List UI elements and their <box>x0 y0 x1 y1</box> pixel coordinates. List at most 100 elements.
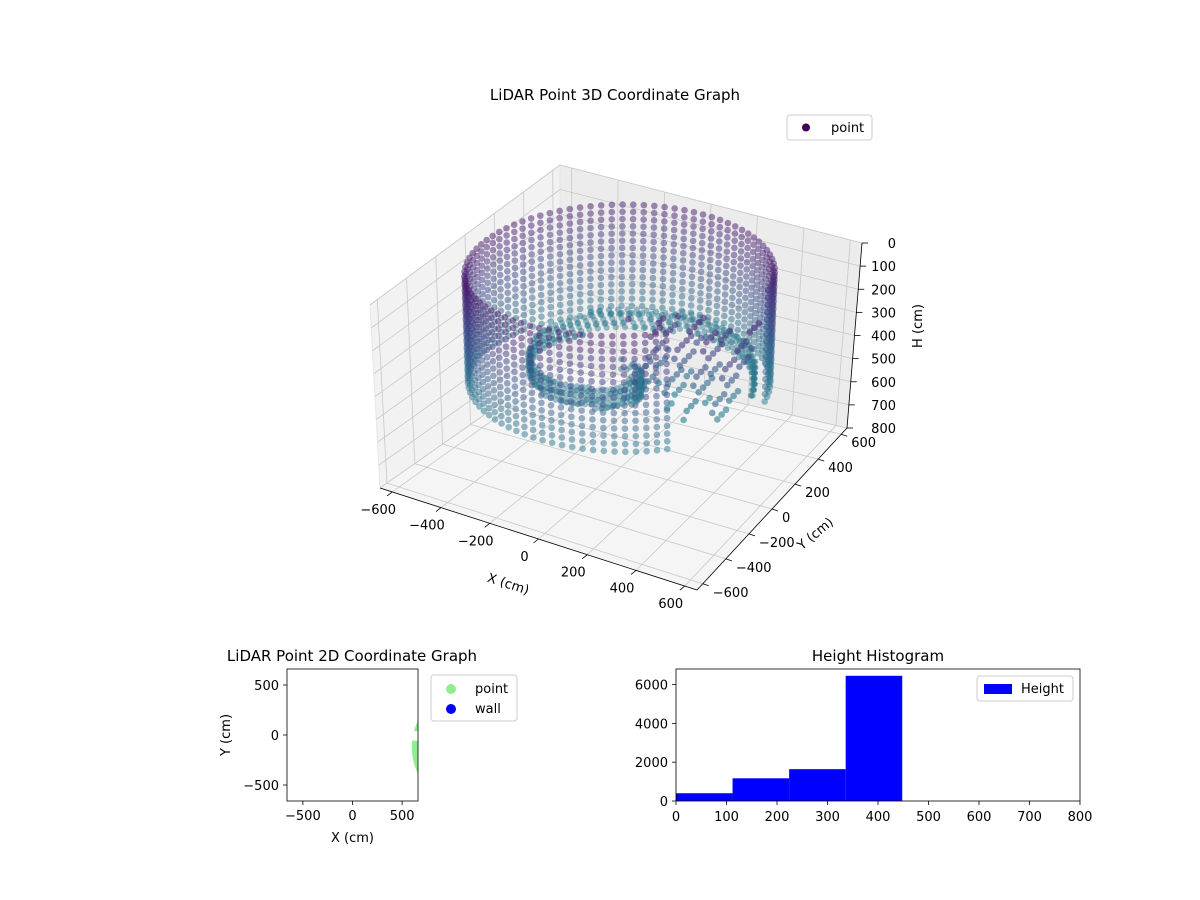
data-point <box>587 339 594 347</box>
data-point <box>483 243 491 251</box>
data-point <box>653 431 661 439</box>
data-point <box>479 371 486 379</box>
data-point <box>695 389 702 396</box>
data-point <box>576 240 584 248</box>
data-point <box>503 357 510 365</box>
data-point <box>747 312 754 320</box>
data-point <box>537 291 545 299</box>
data-point <box>509 324 517 332</box>
data-point <box>495 347 503 354</box>
data-point <box>746 329 754 336</box>
data-point <box>649 320 656 328</box>
data-point <box>660 225 668 232</box>
data-point <box>557 316 564 323</box>
data-point <box>520 282 527 290</box>
data-point <box>528 272 536 280</box>
data-point <box>659 315 667 322</box>
data-point <box>727 339 734 346</box>
y-tick-label: 600 <box>851 436 876 451</box>
data-point <box>708 409 716 417</box>
data-point <box>748 277 756 284</box>
data-point <box>736 283 743 291</box>
data-point <box>490 275 497 283</box>
data-point <box>609 315 616 322</box>
data-point <box>495 228 503 236</box>
data-point <box>678 285 686 293</box>
data-point <box>618 288 625 295</box>
data-point <box>694 330 701 338</box>
data-point <box>744 244 751 252</box>
data-point <box>513 427 520 435</box>
data-point <box>610 386 617 394</box>
data-point <box>547 310 554 318</box>
data-point <box>608 201 616 209</box>
data-point <box>527 222 535 229</box>
data-point <box>752 295 760 303</box>
data-point <box>641 324 649 331</box>
data-point <box>690 216 698 223</box>
data-point <box>706 263 714 271</box>
data-point <box>518 327 525 334</box>
data-point <box>669 291 676 299</box>
data-point <box>707 370 715 378</box>
data-point <box>587 332 594 339</box>
data-point <box>660 239 668 247</box>
data-point <box>482 325 490 332</box>
data-point <box>669 375 676 383</box>
data-point <box>632 396 640 404</box>
data-point <box>657 359 664 367</box>
data-point <box>650 217 658 224</box>
data-point <box>708 220 715 228</box>
data-point <box>489 261 497 268</box>
y-tick-label: 500 <box>254 679 279 694</box>
z-tick-label: 400 <box>871 330 896 345</box>
data-point <box>689 244 697 252</box>
data-point <box>577 361 584 369</box>
data-point <box>749 248 757 256</box>
data-point <box>755 238 763 245</box>
data-point <box>651 202 658 210</box>
data-point <box>629 208 637 216</box>
data-point <box>749 262 756 270</box>
data-point <box>748 369 755 376</box>
data-point <box>659 268 667 276</box>
data-point <box>510 346 518 354</box>
data-point <box>697 268 705 276</box>
data-point <box>687 402 695 410</box>
data-point <box>607 288 615 295</box>
data-point <box>496 383 504 391</box>
data-point <box>480 407 488 415</box>
data-point <box>744 237 752 245</box>
data-point <box>548 439 556 447</box>
data-point <box>587 202 594 210</box>
data-point <box>511 376 519 383</box>
data-point <box>600 447 608 455</box>
data-point <box>547 409 555 417</box>
data-point <box>608 259 615 267</box>
data-point <box>618 244 626 252</box>
data-point <box>537 255 545 263</box>
data-point <box>722 332 729 339</box>
data-point <box>750 369 757 376</box>
data-point <box>584 322 591 329</box>
legend-marker-point <box>446 684 456 694</box>
x-tick-label: 400 <box>866 810 891 825</box>
data-point <box>482 317 490 325</box>
data-point <box>619 332 627 340</box>
legend-label-point: point <box>831 121 864 136</box>
data-point <box>494 325 502 332</box>
data-point <box>746 363 753 371</box>
data-point <box>488 336 496 343</box>
data-point <box>661 355 669 362</box>
data-point <box>707 242 715 250</box>
data-point <box>601 320 608 327</box>
data-point <box>566 227 574 235</box>
data-point <box>566 256 574 264</box>
data-point <box>488 328 496 336</box>
data-point <box>583 392 591 399</box>
data-point <box>566 337 573 345</box>
data-point <box>630 332 638 340</box>
legend-box <box>976 675 1074 702</box>
data-point <box>490 282 498 290</box>
x-tick <box>630 570 637 575</box>
